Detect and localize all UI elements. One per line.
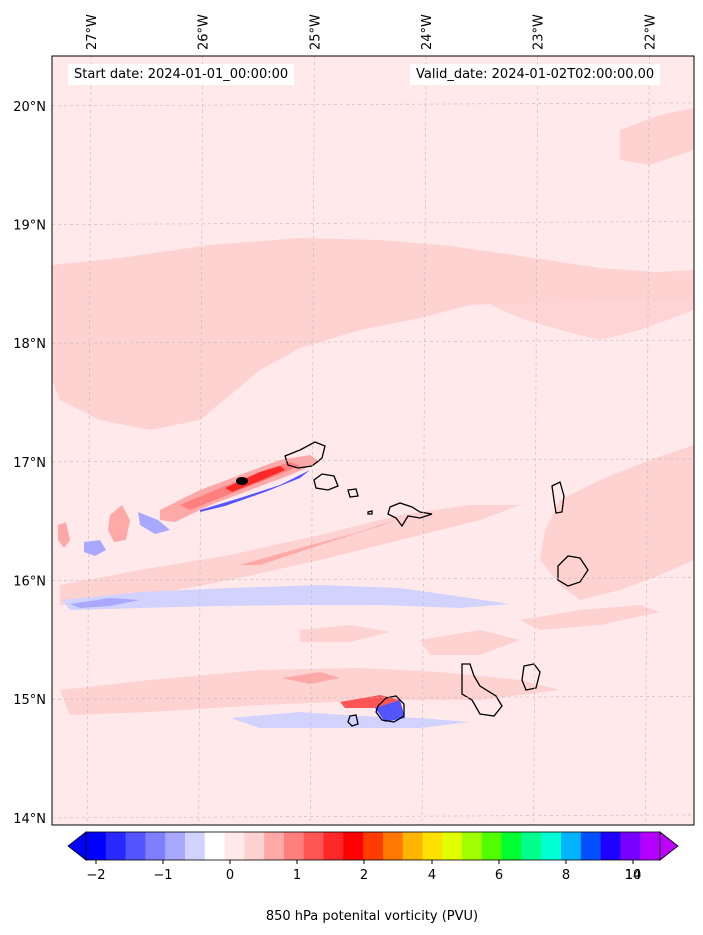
start-date-label: Start date: 2024-01-01_00:00:00 (68, 64, 295, 85)
colorbar-segment (264, 832, 285, 860)
colorbar-segment (145, 832, 166, 860)
colorbar-segment (600, 832, 621, 860)
colorbar-tick-label: 10 (625, 868, 642, 883)
colorbar-segment (283, 832, 305, 860)
colorbar-tick-label: 2 (360, 868, 368, 883)
colorbar-segment (105, 832, 127, 860)
longitude-label: 22°W (643, 14, 658, 50)
colorbar-segment (86, 832, 107, 860)
meridian-line (421, 55, 427, 826)
latitude-label: 18°N (13, 337, 46, 352)
longitude-label: 27°W (85, 14, 100, 50)
island-coastlines (284, 441, 589, 727)
colorbar-segment (323, 832, 344, 860)
colorbar-segment (363, 832, 384, 860)
latitude-label: 20°N (13, 100, 46, 115)
colorbar-segment (541, 832, 562, 860)
colorbar-segment (224, 832, 245, 860)
colorbar-segment (125, 832, 146, 860)
latitude-label: 17°N (13, 456, 46, 471)
colorbar-tick-label: 14 (625, 868, 642, 883)
colorbar-segment (382, 832, 404, 860)
colorbar-segment (580, 832, 602, 860)
colorbar-tick-label: 1 (293, 868, 301, 883)
valid-date-label: Valid_date: 2024-01-02T02:00:00.00 (410, 64, 661, 85)
colorbar-tick-label: −1 (153, 868, 172, 883)
colorbar-segment (521, 832, 542, 860)
colorbar-segment (402, 832, 423, 860)
pv-high-positive-regions (58, 455, 405, 722)
colorbar-segment (501, 832, 522, 860)
parallel-line (51, 577, 695, 581)
parallel-line (51, 102, 695, 107)
parallel-line (51, 695, 695, 700)
latitude-label: 19°N (13, 219, 46, 234)
colorbar-segment (165, 832, 186, 860)
colorbar-segment (303, 832, 325, 860)
meridian-line (310, 55, 315, 826)
colorbar-segment (462, 832, 483, 860)
colorbar-segment (204, 832, 226, 860)
colorbar-segment (481, 832, 503, 860)
longitude-label: 24°W (420, 14, 435, 50)
colorbar-segment (343, 832, 364, 860)
colorbar-segment (561, 832, 582, 860)
colorbar-segment (620, 832, 641, 860)
longitude-label: 25°W (308, 14, 323, 50)
colorbar-tick-label: 4 (428, 868, 436, 883)
colorbar-tick-label: 6 (495, 868, 503, 883)
longitude-label: 26°W (197, 14, 212, 50)
colorbar-segment (442, 832, 463, 860)
colorbar-segment (640, 832, 661, 860)
meridian-line (645, 55, 650, 826)
latitude-label: 14°N (13, 812, 46, 827)
parallel-line (51, 221, 695, 225)
colorbar-segment (422, 832, 443, 860)
map-gridlines (51, 55, 695, 826)
parallel-line (51, 814, 695, 819)
longitude-label: 23°W (532, 14, 547, 50)
pv-negative-regions (62, 512, 510, 728)
colorbar-frame (85, 831, 661, 861)
meridian-line (533, 55, 538, 826)
meridian-line (86, 55, 92, 826)
colorbar-segment (184, 832, 206, 860)
colorbar-extend-low (67, 831, 87, 861)
colorbar-extend-high (659, 831, 679, 861)
colorbar-tick-label: 8 (562, 868, 570, 883)
latitude-label: 16°N (13, 575, 46, 590)
colorbar-segment (244, 832, 265, 860)
latitude-label: 15°N (13, 693, 46, 708)
map-frame (51, 55, 695, 826)
colorbar-label: 850 hPa potenital vorticity (PVU) (266, 909, 478, 924)
parallel-line (51, 339, 695, 344)
meridian-line (198, 55, 204, 826)
colorbar-tick-label: −2 (86, 868, 105, 883)
parallel-line (51, 458, 695, 463)
colorbar-tick-label: 0 (226, 868, 234, 883)
